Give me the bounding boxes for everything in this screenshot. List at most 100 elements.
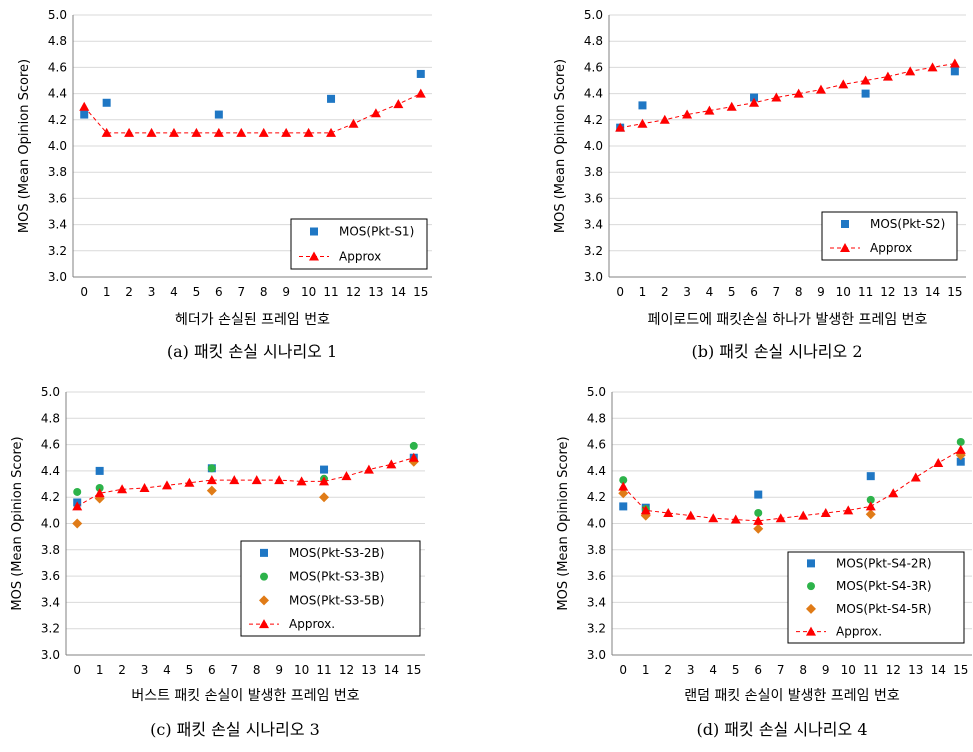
data-point — [281, 127, 292, 137]
data-point — [341, 471, 352, 481]
data-point — [726, 101, 737, 111]
x-axis-label: 헤더가 손실된 프레임 번호 — [175, 312, 330, 328]
y-tick-label: 5.0 — [41, 385, 60, 399]
data-point — [866, 472, 875, 481]
y-tick-label: 4.0 — [48, 139, 67, 153]
x-tick-label: 8 — [253, 663, 261, 677]
x-tick-label: 11 — [858, 285, 873, 299]
x-tick-label: 0 — [73, 663, 81, 677]
x-tick-label: 9 — [275, 663, 283, 677]
x-tick-label: 2 — [118, 663, 126, 677]
x-tick-label: 6 — [208, 663, 216, 677]
x-tick-label: 7 — [230, 663, 238, 677]
x-tick-label: 8 — [795, 285, 803, 299]
x-tick-label: 4 — [170, 285, 178, 299]
y-axis-label: MOS (Mean Opinion Score) — [553, 59, 568, 233]
data-point — [101, 127, 112, 137]
data-point — [80, 110, 89, 119]
legend-marker — [806, 603, 816, 614]
y-tick-label: 4.8 — [584, 34, 603, 48]
x-tick-label: 5 — [186, 663, 194, 677]
data-point — [685, 510, 696, 520]
y-tick-label: 3.6 — [48, 191, 67, 205]
x-tick-label: 5 — [193, 285, 201, 299]
y-tick-label: 3.8 — [587, 543, 606, 557]
chart-panel-d: 3.0 3.2 3.4 3.6 3.8 4.0 4.2 4.4 4.6 4.8 5.0 0 1 2 3 4 5 6… — [556, 385, 972, 739]
y-tick-label: 3.4 — [584, 218, 603, 232]
legend-marker — [259, 595, 269, 606]
legend-entry: Approx. — [836, 625, 882, 639]
x-tick-label: 11 — [863, 663, 878, 677]
chart-caption: (d) 패킷 손실 시나리오 4 — [696, 720, 867, 739]
x-tick-label: 10 — [301, 285, 316, 299]
legend-entry: Approx — [339, 250, 381, 264]
legend-marker — [260, 572, 268, 581]
data-point — [191, 127, 202, 137]
x-tick-label: 8 — [799, 663, 807, 677]
data-point — [117, 484, 128, 494]
legend: MOS(Pkt-S4-2R) MOS(Pkt-S4-3R) MOS(Pkt-S4-5… — [787, 551, 965, 644]
data-point — [206, 485, 217, 496]
data-point — [955, 444, 966, 454]
data-point — [619, 502, 628, 511]
data-point — [618, 481, 629, 491]
data-point — [161, 480, 172, 490]
data-point — [771, 92, 782, 102]
legend-entry: MOS(Pkt-S4-2R) — [836, 556, 932, 570]
data-point — [793, 88, 804, 98]
data-point — [615, 122, 626, 132]
y-tick-label: 3.2 — [48, 244, 67, 258]
data-point — [749, 97, 760, 107]
data-point — [861, 89, 870, 98]
x-tick-label: 11 — [316, 663, 331, 677]
data-point — [416, 69, 425, 78]
x-tick-label: 14 — [391, 285, 406, 299]
y-tick-label: 4.0 — [41, 517, 60, 531]
data-point — [102, 98, 111, 107]
data-point — [236, 127, 247, 137]
data-point — [866, 495, 875, 504]
series-MOS(Pkt-S3-2B) — [73, 453, 418, 507]
legend-box — [787, 551, 965, 644]
x-tick-label: 7 — [773, 285, 781, 299]
x-tick-label: 6 — [750, 285, 758, 299]
legend-entry: MOS(Pkt-S4-3R) — [836, 579, 932, 593]
legend: MOS(Pkt-S2) Approx — [821, 211, 958, 261]
series-MOS(Pkt-S4-5R) — [618, 450, 966, 534]
data-point — [72, 518, 83, 529]
series-MOS(Pkt-S3-5B) — [72, 456, 419, 529]
data-point — [415, 88, 426, 98]
data-point — [815, 84, 826, 94]
x-tick-label: 8 — [260, 285, 268, 299]
chart-panel-a: 3.0 3.2 3.4 3.6 3.8 4.0 4.2 4.4 4.6 4.8 5.0 0 1 2 3 4 5 6… — [17, 8, 432, 361]
y-tick-label: 3.6 — [41, 569, 60, 583]
y-tick-label: 4.4 — [587, 464, 606, 478]
data-point — [320, 465, 329, 474]
data-point — [882, 71, 893, 81]
x-tick-label: 3 — [141, 663, 149, 677]
y-tick-label: 5.0 — [587, 385, 606, 399]
y-tick-label: 4.2 — [584, 113, 603, 127]
y-tick-label: 4.4 — [48, 87, 67, 101]
series-Approx — [615, 58, 960, 132]
legend-box — [240, 540, 421, 637]
data-point — [303, 127, 314, 137]
y-tick-label: 3.8 — [584, 165, 603, 179]
data-point — [229, 475, 240, 485]
data-point — [409, 441, 418, 450]
legend-marker — [840, 243, 850, 252]
legend: MOS(Pkt-S3-2B) MOS(Pkt-S3-3B) MOS(Pkt-S3-5… — [240, 540, 421, 637]
x-tick-label: 10 — [841, 663, 856, 677]
y-tick-label: 3.2 — [584, 244, 603, 258]
x-tick-label: 3 — [683, 285, 691, 299]
x-tick-label: 0 — [616, 285, 624, 299]
x-tick-label: 2 — [664, 663, 672, 677]
data-point — [704, 105, 715, 115]
data-point — [820, 507, 831, 517]
data-point — [184, 477, 195, 487]
data-point — [319, 476, 330, 486]
x-axis-label: 페이로드에 패킷손실 하나가 발생한 프레임 번호 — [648, 312, 928, 328]
data-point — [95, 466, 104, 475]
data-point — [949, 58, 960, 68]
y-tick-label: 3.4 — [41, 595, 60, 609]
